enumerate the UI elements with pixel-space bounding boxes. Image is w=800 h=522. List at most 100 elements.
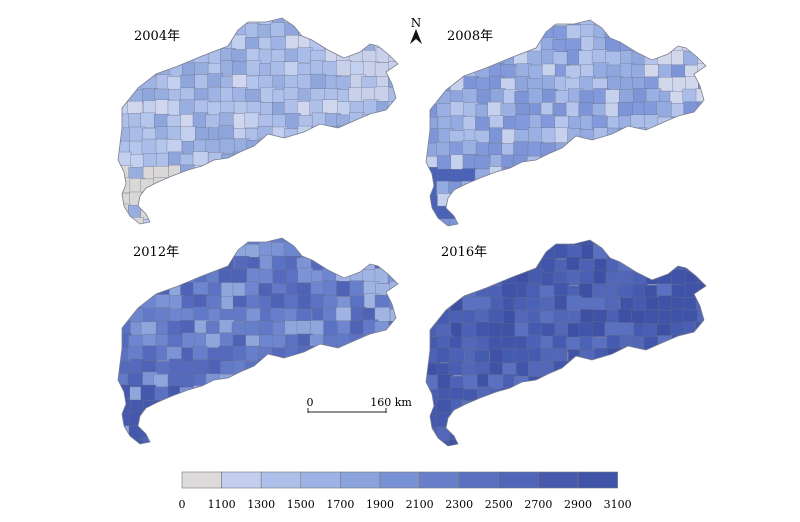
county-region <box>449 453 464 468</box>
county-region <box>670 142 686 159</box>
county-region <box>271 438 287 444</box>
county-region <box>246 437 262 444</box>
county-region <box>501 258 517 274</box>
county-region <box>683 205 700 221</box>
county-region <box>388 61 398 77</box>
county-region <box>669 387 686 403</box>
county-region <box>606 206 623 223</box>
county-region <box>323 177 340 193</box>
county-region <box>709 220 724 235</box>
county-region <box>127 345 144 362</box>
county-region <box>233 203 249 220</box>
county-region <box>581 400 597 416</box>
county-region <box>338 359 354 376</box>
county-region <box>311 438 327 444</box>
county-region <box>645 440 662 446</box>
county-region <box>593 402 609 418</box>
county-region <box>233 191 249 208</box>
province-outline <box>117 17 399 225</box>
county-region <box>672 376 688 392</box>
county-region <box>474 168 491 185</box>
county-region <box>645 206 661 223</box>
county-region <box>645 375 661 392</box>
county-region <box>207 217 224 224</box>
county-region <box>671 155 688 172</box>
county-region <box>566 168 583 184</box>
county-region <box>645 193 661 210</box>
county-region <box>501 205 517 222</box>
county-region <box>682 127 699 144</box>
county-region <box>323 140 339 156</box>
county-region <box>376 345 392 361</box>
county-region <box>591 166 608 182</box>
county-region <box>245 320 261 337</box>
county-region <box>697 245 706 261</box>
county-region <box>539 296 556 313</box>
county-region <box>231 399 247 416</box>
county-region <box>205 190 221 207</box>
county-region <box>285 164 301 181</box>
county-region <box>644 388 660 404</box>
county-region <box>436 271 452 287</box>
county-region <box>205 333 221 349</box>
county-region <box>143 48 159 64</box>
county-region <box>619 89 635 105</box>
county-region <box>169 398 185 414</box>
county-region <box>377 231 392 246</box>
county-region <box>169 437 185 444</box>
county-region <box>696 387 706 403</box>
county-region <box>436 284 453 300</box>
county-region <box>402 205 417 220</box>
county-region <box>426 257 440 273</box>
map-title-2012: 2012年 <box>133 245 179 260</box>
county-region <box>528 88 544 104</box>
county-region <box>258 216 274 224</box>
county-region <box>272 411 288 427</box>
county-region <box>631 142 647 158</box>
county-region <box>260 385 276 401</box>
province-outline <box>425 19 707 227</box>
county-region <box>711 426 726 441</box>
county-region <box>514 309 531 326</box>
county-region <box>671 334 687 350</box>
county-region <box>566 362 582 379</box>
county-region <box>142 268 158 284</box>
county-region <box>270 423 287 439</box>
county-region <box>539 413 555 429</box>
county-region <box>234 165 250 181</box>
county-region <box>669 128 686 144</box>
county-region <box>592 438 609 446</box>
county-region <box>115 231 130 246</box>
county-region <box>450 258 467 274</box>
county-region <box>207 179 223 196</box>
county-region <box>403 335 418 350</box>
county-region <box>361 191 378 207</box>
county-region <box>449 101 466 117</box>
county-region <box>463 414 479 431</box>
county-region <box>167 18 183 25</box>
county-region <box>337 241 353 258</box>
legend-break-label: 1500 <box>287 498 315 511</box>
county-region <box>489 20 505 29</box>
county-region <box>232 18 248 26</box>
county-region <box>697 426 706 442</box>
county-region <box>657 452 672 467</box>
county-region <box>297 138 313 154</box>
county-region <box>283 61 300 78</box>
county-region <box>477 453 492 468</box>
county-region <box>299 154 315 170</box>
county-region <box>645 36 661 52</box>
county-region <box>696 259 706 275</box>
county-region <box>566 414 582 430</box>
county-region <box>643 141 659 157</box>
county-region <box>657 208 674 224</box>
county-region <box>336 256 352 273</box>
county-region <box>461 219 477 226</box>
county-region <box>233 230 248 245</box>
county-region <box>323 231 338 246</box>
county-region <box>129 238 145 246</box>
county-region <box>375 216 391 224</box>
county-region <box>206 411 222 427</box>
county-region <box>323 244 339 260</box>
county-region <box>272 203 289 220</box>
